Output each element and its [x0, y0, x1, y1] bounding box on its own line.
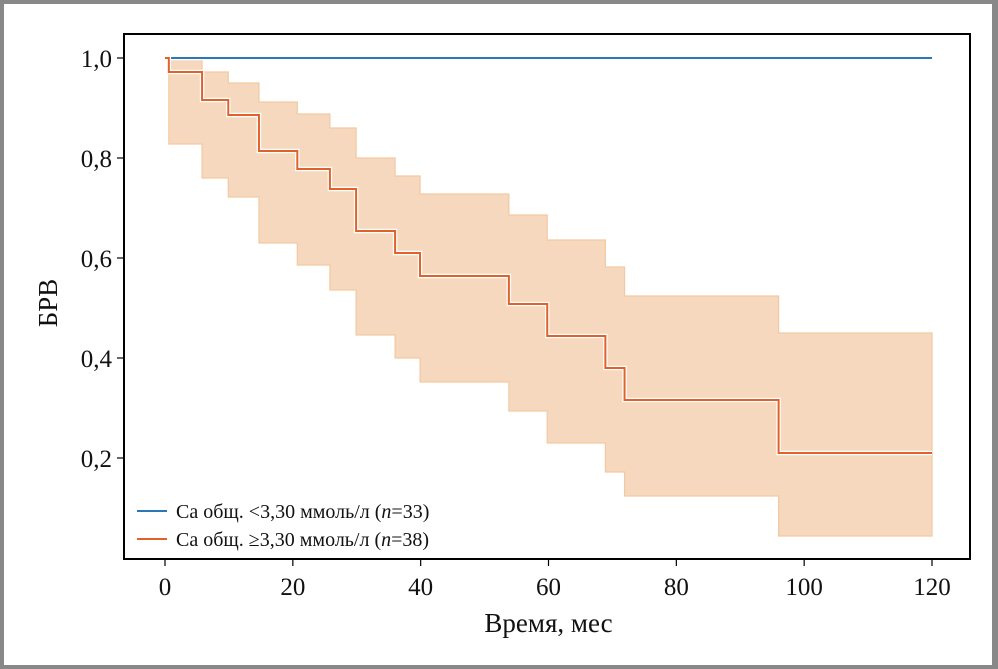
x-axis: 0 20 40 60 80 100 120 [159, 559, 951, 601]
y-axis-title: БРВ [33, 279, 63, 328]
y-tick-label: 0,4 [81, 346, 113, 373]
y-axis: 1,0 0,8 0,6 0,4 0,2 [81, 46, 124, 473]
x-tick-label: 60 [536, 574, 561, 601]
chart-canvas: 0 20 40 60 80 100 120 1,0 0,8 0,6 0,4 0,2 Время, м… [4, 4, 992, 665]
y-tick-label: 0,8 [81, 146, 112, 173]
y-tick-label: 0,6 [81, 246, 112, 273]
legend: Ca общ. <3,30 ммоль/л (n=33) Ca общ. ≥3,3… [137, 501, 429, 551]
confidence-band-layer [168, 58, 933, 537]
y-tick-label: 0,2 [81, 446, 112, 473]
x-tick-label: 120 [913, 574, 951, 601]
x-tick-label: 0 [159, 574, 172, 601]
plot-frame [123, 33, 971, 560]
km-chart: 0 20 40 60 80 100 120 1,0 0,8 0,6 0,4 0,2 Время, м… [33, 33, 971, 638]
y-tick-label: 1,0 [81, 46, 112, 73]
legend-label-1: Ca общ. <3,30 ммоль/л (n=33) [176, 501, 429, 523]
survival-lines-layer [165, 55, 932, 456]
x-tick-label: 80 [664, 574, 689, 601]
x-tick-label: 40 [408, 574, 433, 601]
x-tick-label: 20 [280, 574, 305, 601]
survival-line-2 [165, 57, 932, 454]
x-tick-label: 100 [785, 574, 823, 601]
confidence-band-2 [168, 58, 933, 537]
legend-label-2: Ca общ. ≥3,30 ммоль/л (n=38) [176, 529, 429, 551]
x-axis-title: Время, мес [484, 608, 612, 638]
